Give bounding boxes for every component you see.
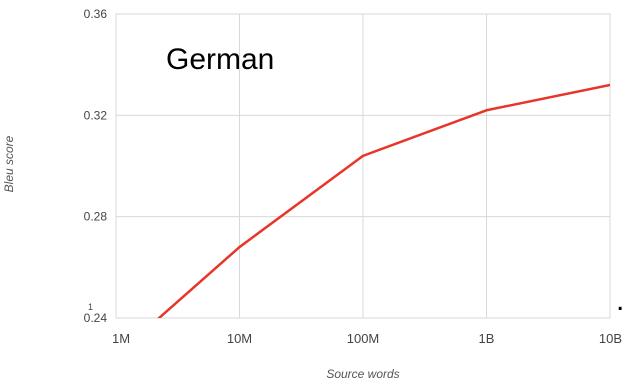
series-layer — [115, 83, 610, 357]
trailing-mark: . — [616, 284, 624, 317]
y-tick-labels: 0.24 0.28 0.32 0.36 — [84, 7, 108, 325]
y-tick-label: 0.28 — [84, 210, 108, 224]
x-tick-labels: 1M 10M 100M 1B 10B — [112, 331, 622, 346]
x-tick-label: 10M — [227, 331, 252, 346]
x-tick-label: 1B — [479, 331, 495, 346]
x-axis-label: Source words — [326, 367, 399, 381]
y-axis-label: Bleu score — [2, 135, 16, 192]
data-point — [485, 109, 488, 112]
x-axis-extra-tick: 1 — [88, 302, 93, 312]
data-point — [115, 355, 117, 357]
x-tick-label: 1M — [112, 331, 130, 346]
chart-annotation: German — [166, 43, 274, 76]
data-point — [238, 245, 241, 249]
data-point — [608, 83, 610, 87]
y-tick-label: 0.32 — [84, 108, 108, 122]
y-tick-label: 0.24 — [84, 311, 108, 325]
y-tick-label: 0.36 — [84, 7, 108, 21]
data-point — [361, 154, 365, 158]
x-tick-label: 100M — [347, 331, 380, 346]
plot-area-border — [115, 13, 611, 319]
x-tick-label: 10B — [599, 331, 622, 346]
